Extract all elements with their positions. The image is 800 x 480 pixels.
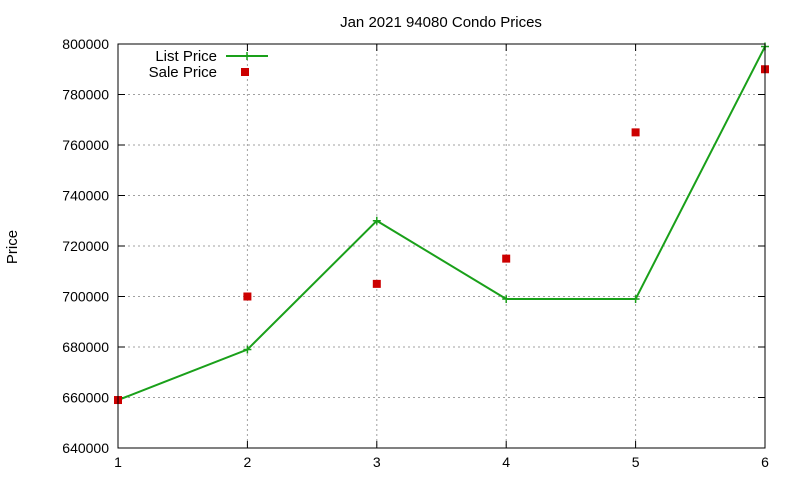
y-tick-label: 680000 — [62, 339, 109, 355]
plot-area — [114, 42, 769, 405]
list-price-line — [117, 46, 766, 401]
legend-label: List Price — [155, 48, 217, 65]
y-tick-label: 740000 — [62, 188, 109, 204]
x-tick-label: 6 — [761, 454, 769, 470]
x-tick-label: 5 — [632, 454, 640, 470]
y-tick-label: 700000 — [62, 289, 109, 305]
y-tick-label: 800000 — [62, 36, 109, 52]
y-tick-label: 720000 — [62, 238, 109, 254]
plot-frame — [117, 43, 766, 449]
series-list-price — [114, 42, 769, 405]
sale-price-point — [502, 254, 511, 263]
list-price-point — [372, 216, 381, 225]
sale-price-point — [372, 279, 381, 288]
x-tick-label: 4 — [502, 454, 510, 470]
y-tick-label: 780000 — [62, 87, 109, 103]
list-price-point — [502, 295, 511, 304]
sale-price-point — [243, 292, 252, 301]
y-axis-label: Price — [4, 230, 21, 264]
y-tick-label: 640000 — [62, 440, 109, 456]
legend-square-swatch — [241, 68, 249, 76]
legend-cross-swatch — [243, 52, 251, 60]
y-tick-label: 660000 — [62, 390, 109, 406]
y-tick-label: 760000 — [62, 137, 109, 153]
x-tick-label: 2 — [244, 454, 252, 470]
list-price-point — [631, 295, 640, 304]
axis-ticks: 1 2 3 4 5 6 640000 660000 680000 700000 720000 7400… — [62, 36, 769, 470]
sale-price-point — [631, 128, 640, 137]
chart-title: Jan 2021 94080 Condo Prices — [340, 14, 542, 31]
list-price-point — [243, 345, 252, 354]
x-tick-label: 3 — [373, 454, 381, 470]
grid-lines — [118, 44, 765, 448]
legend-label: Sale Price — [149, 64, 217, 81]
series-sale-price — [114, 65, 769, 405]
x-tick-label: 1 — [114, 454, 122, 470]
